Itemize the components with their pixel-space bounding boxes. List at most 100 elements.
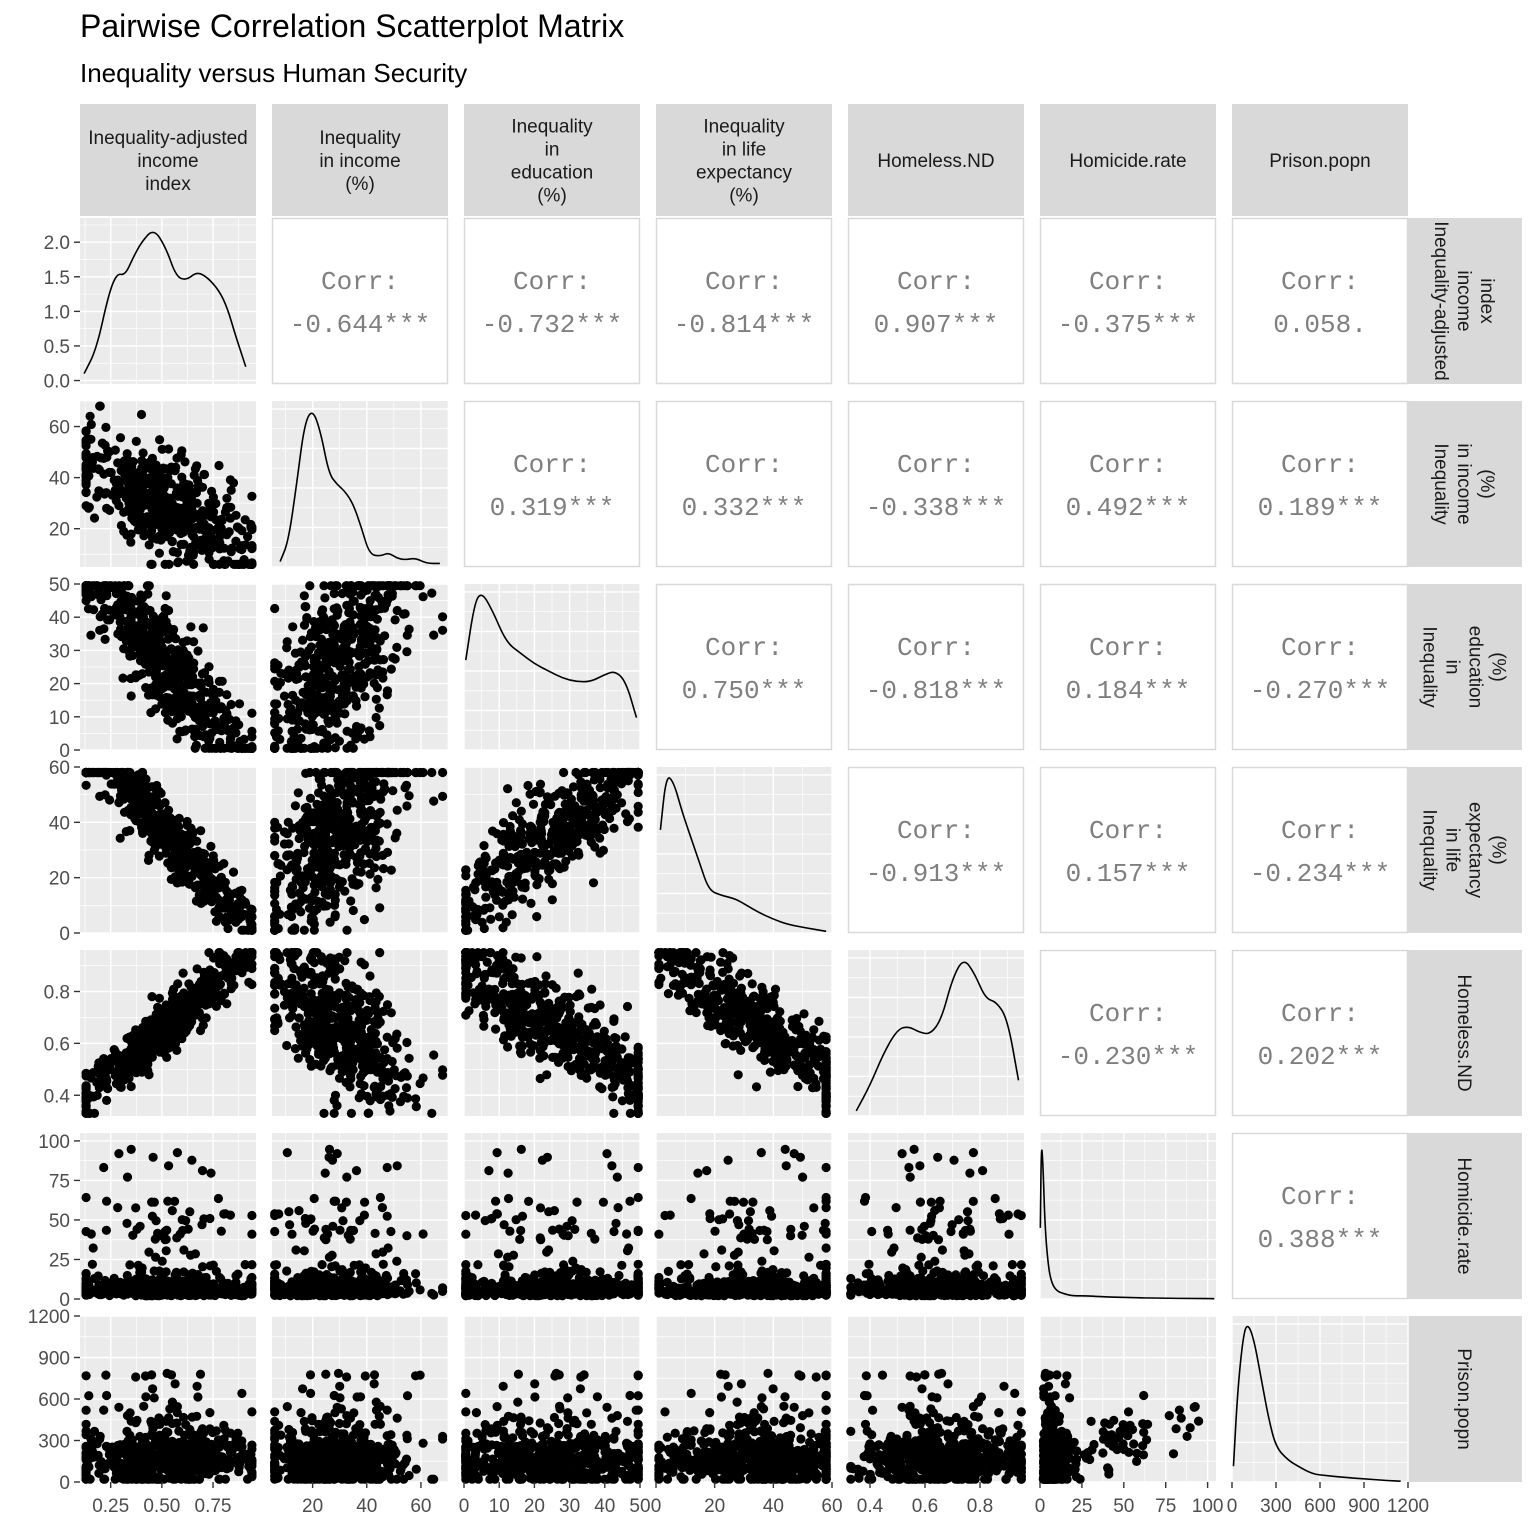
scatter-point (184, 480, 194, 490)
scatter-point (315, 625, 325, 635)
scatter-point (234, 523, 244, 533)
scatter-point (137, 614, 147, 624)
strip-label: expectancy (1465, 802, 1486, 899)
scatter-point (318, 678, 328, 688)
scatter-point (355, 602, 365, 613)
scatter-point (390, 615, 400, 625)
strip-label: Homicide.rate (1069, 151, 1186, 172)
scatter-point (461, 916, 471, 926)
scatter-point (401, 780, 412, 790)
scatter-point (102, 1095, 112, 1105)
scatter-point (411, 581, 421, 591)
scatter-point (86, 419, 96, 430)
strip-bg (656, 104, 832, 216)
scatter-point (293, 673, 303, 684)
scatter-point (222, 493, 232, 503)
scatter-point (513, 867, 524, 877)
panel-r0-c3: Corr:-0.814*** (655, 217, 833, 385)
scatter-point (549, 821, 560, 831)
corr-value: 0.319*** (490, 493, 615, 523)
scatter-point (330, 1090, 341, 1100)
scatter-point (508, 811, 518, 821)
scatter-point (609, 823, 619, 833)
scatter-point (141, 463, 151, 473)
scatter-point (131, 436, 141, 446)
strip-label: in life (722, 140, 766, 161)
scatter-point (270, 911, 280, 921)
scatter-point (320, 703, 330, 714)
scatter-point (505, 826, 515, 836)
row-strip-homicide: Homicide.rate (1408, 1133, 1522, 1299)
strip-label: Homeless.ND (877, 151, 994, 172)
scatter-point (383, 590, 393, 600)
scatter-point (306, 628, 317, 638)
corr-panel-bg (847, 583, 1025, 751)
scatter-point (111, 588, 121, 599)
scatter-point (131, 1025, 141, 1035)
scatter-point (126, 1081, 136, 1092)
scatter-point (348, 905, 358, 916)
row-strip-iaii: Inequality-adjusted income index (1408, 218, 1522, 384)
scatter-point (198, 848, 208, 859)
scatter-point (595, 783, 605, 793)
scatter-point (118, 673, 128, 683)
scatter-point (320, 888, 330, 899)
strip-bg (80, 104, 256, 216)
scatter-point (130, 813, 140, 824)
scatter-point (288, 622, 298, 632)
scatter-point (516, 806, 526, 816)
scatter-point (83, 1108, 94, 1118)
corr-value: -0.818*** (866, 676, 1006, 706)
scatter-point (216, 971, 227, 981)
scatter-point (395, 581, 405, 591)
scatter-point (81, 1094, 91, 1104)
scatter-point (173, 558, 183, 568)
scatter-point (499, 859, 509, 869)
scatter-point (329, 808, 339, 818)
scatter-point (184, 662, 194, 672)
scatter-point (372, 1039, 382, 1049)
scatter-point (587, 984, 597, 994)
scatter-point (356, 957, 366, 967)
scatter-point (567, 851, 578, 861)
scatter-point (386, 1008, 396, 1018)
scatter-point (136, 630, 147, 640)
scatter-point (81, 427, 91, 437)
scatter-point (334, 882, 344, 892)
scatter-point (392, 805, 402, 815)
scatter-point (622, 817, 633, 827)
scatter-point (287, 979, 298, 989)
corr-value: -0.913*** (866, 859, 1006, 889)
scatter-point (229, 559, 239, 570)
scatter-point (526, 1047, 536, 1057)
scatter-point (633, 780, 643, 790)
scatter-point (355, 777, 365, 787)
scatter-point (159, 1047, 169, 1057)
scatter-point (303, 708, 313, 718)
panel-bg (80, 218, 256, 384)
chart-subtitle: Inequality versus Human Security (80, 58, 468, 88)
scatter-point (95, 401, 105, 411)
scatter-point (114, 500, 124, 511)
scatter-point (187, 724, 197, 734)
scatter-point (574, 989, 584, 999)
scatter-point (239, 734, 249, 745)
corr-value: -0.270*** (1250, 676, 1390, 706)
scatter-point (195, 481, 205, 491)
scatter-point (180, 502, 190, 512)
scatter-point (351, 1030, 361, 1040)
scatter-point (375, 948, 385, 958)
scatter-point (348, 743, 358, 753)
scatter-point (302, 614, 312, 624)
scatter-point (168, 817, 178, 827)
scatter-point (215, 979, 225, 989)
scatter-point (141, 683, 151, 693)
scatter-point (287, 743, 298, 753)
strip-label: Inequality (703, 117, 785, 138)
scatter-point (317, 841, 327, 851)
panel-r0-c5: Corr:-0.375*** (1039, 217, 1217, 385)
scatter-point (541, 971, 551, 981)
scatter-point (229, 980, 239, 990)
scatter-point (131, 673, 141, 683)
